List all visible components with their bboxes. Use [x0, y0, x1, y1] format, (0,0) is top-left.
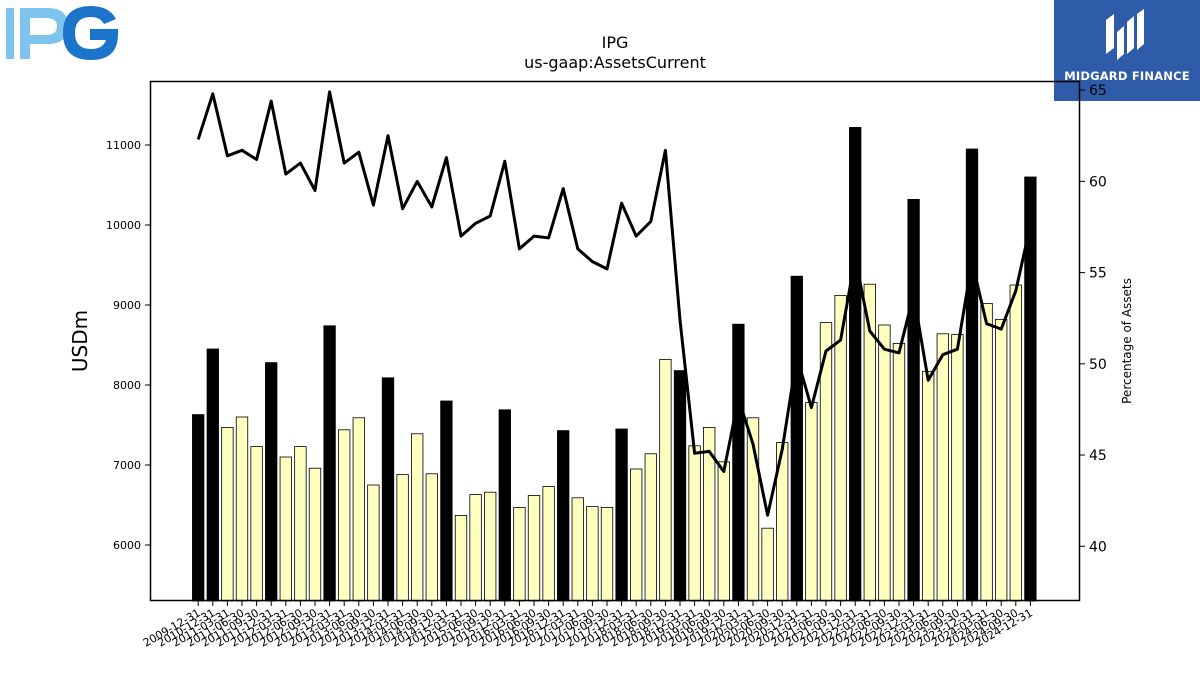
- bar: [440, 400, 453, 602]
- brand-badge: MIDGARD FINANCE: [1054, 0, 1200, 101]
- bar: [484, 491, 497, 602]
- bar: [630, 468, 643, 602]
- bar: [527, 494, 541, 602]
- bar: [250, 446, 263, 602]
- bar: [673, 370, 687, 602]
- y2-tick-label: 40: [1089, 539, 1107, 555]
- bar: [571, 497, 584, 602]
- bar: [513, 506, 526, 602]
- bar: [922, 370, 935, 602]
- chart-title: IPG: [602, 33, 629, 52]
- logo-letter-i: [6, 8, 14, 59]
- bar: [892, 342, 906, 602]
- y-tick-label: 8000: [113, 379, 141, 392]
- y2-tick-label: 60: [1089, 174, 1107, 190]
- y-tick-label: 7000: [113, 459, 141, 472]
- company-logo: [6, 6, 118, 60]
- bar: [454, 515, 468, 602]
- bar: [805, 402, 818, 602]
- plot-frame: [149, 80, 1081, 602]
- logo-letter-g: [63, 6, 118, 60]
- bar: [265, 362, 278, 602]
- brand-name: MIDGARD FINANCE: [1064, 69, 1190, 83]
- bar: [425, 473, 438, 602]
- bar: [717, 461, 730, 602]
- bar: [308, 467, 322, 602]
- bar: [586, 506, 599, 602]
- bar: [849, 127, 862, 602]
- bar: [235, 416, 249, 602]
- bar: [907, 198, 920, 602]
- brand-emblem-icon: [1106, 9, 1144, 60]
- bar: [761, 527, 774, 602]
- y2-tick-label: 55: [1089, 266, 1107, 282]
- y2-axis-label: Percentage of Assets: [1120, 278, 1134, 404]
- bar: [951, 334, 964, 602]
- percentage-line: [196, 90, 1032, 517]
- right-axis: 40 45 50 55 60 65: [1080, 83, 1107, 555]
- bar: [192, 414, 205, 602]
- bar: [936, 333, 949, 602]
- bar: [980, 302, 993, 602]
- y-tick-label: 6000: [113, 539, 141, 552]
- bar: [221, 426, 234, 602]
- y2-tick-label: 50: [1089, 357, 1107, 373]
- left-axis: 6000 7000 8000 9000 10000 11000: [106, 139, 150, 552]
- bar: [542, 486, 555, 602]
- chart-subtitle: us-gaap:AssetsCurrent: [524, 53, 706, 72]
- bar: [1009, 284, 1022, 602]
- bar: [206, 348, 219, 602]
- y-tick-label: 10000: [106, 219, 141, 232]
- y-tick-label: 9000: [113, 299, 141, 312]
- x-axis: 2009-12-312010-12-312011-03-312011-06-30…: [141, 601, 1035, 650]
- bar: [644, 453, 657, 602]
- bar: [323, 325, 336, 602]
- y2-tick-label: 45: [1089, 448, 1107, 464]
- bar: [411, 433, 424, 602]
- bar: [498, 409, 511, 602]
- bar: [352, 417, 365, 602]
- bar: [688, 445, 701, 602]
- bar: [790, 275, 803, 602]
- bar: [732, 323, 745, 602]
- bar: [279, 456, 292, 602]
- bar: [294, 446, 307, 602]
- bar: [600, 506, 614, 602]
- logo-letter-p: [20, 8, 68, 59]
- bar: [557, 430, 570, 602]
- bar-series: [192, 127, 1037, 602]
- bar: [396, 474, 409, 602]
- y2-tick-label: 65: [1089, 83, 1107, 99]
- bar: [615, 428, 628, 602]
- bar: [995, 318, 1008, 602]
- bar: [659, 358, 672, 602]
- bar: [381, 377, 395, 602]
- bar: [965, 148, 979, 602]
- bar: [367, 484, 380, 602]
- bar: [338, 429, 351, 602]
- bar: [469, 494, 482, 602]
- y-tick-label: 11000: [106, 139, 141, 152]
- bar: [878, 324, 891, 602]
- y-axis-label: USDm: [68, 310, 92, 372]
